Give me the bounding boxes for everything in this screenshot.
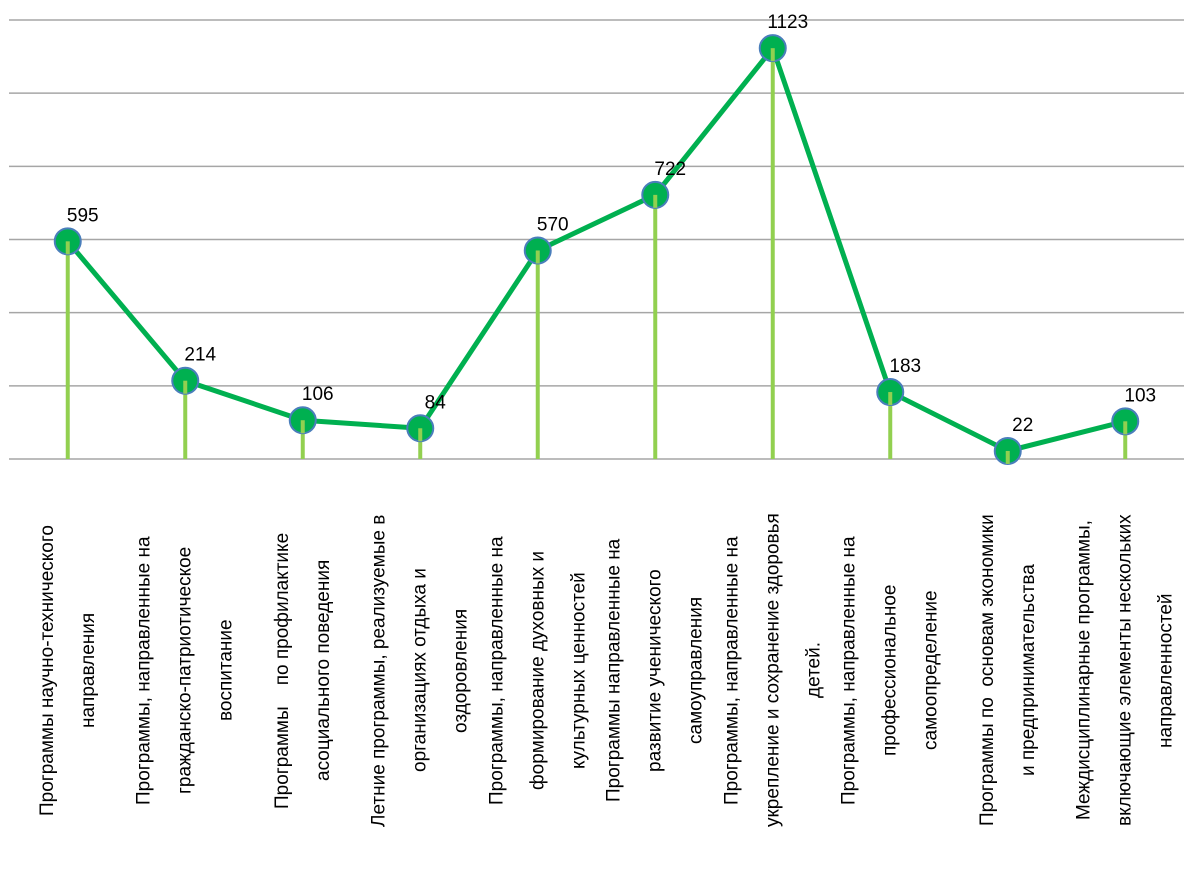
data-label: 595 xyxy=(67,205,99,226)
x-tick-label: Программы, направленные на гражданско-па… xyxy=(133,536,237,805)
data-label: 214 xyxy=(184,345,216,366)
data-label: 570 xyxy=(537,214,569,235)
data-label: 84 xyxy=(425,392,447,413)
data-label: 722 xyxy=(654,159,686,180)
line xyxy=(65,45,1126,454)
data-label: 106 xyxy=(302,384,334,405)
data-label: 103 xyxy=(1124,385,1156,406)
x-tick-label: Программы, направленные на формирование … xyxy=(486,536,590,805)
x-tick-label: Междисциплинарные программы, включающие … xyxy=(1073,514,1177,827)
x-tick-label: Летние программы, реализуемые в организа… xyxy=(368,514,472,827)
data-label: 22 xyxy=(1012,415,1033,436)
data-label: 183 xyxy=(889,356,921,377)
data-label: 1123 xyxy=(767,12,808,33)
x-tick-label: Программы, направленные на профессиональ… xyxy=(838,536,942,805)
x-tick-label: Программы научно-технического направлени… xyxy=(36,525,99,816)
x-tick-label: Программы по основам экономики и предпри… xyxy=(976,514,1039,827)
chart: 595 214 106 84 570 722 1123 183 22 103 xyxy=(9,12,1184,465)
x-tick-label: Программы направленные на развитие учени… xyxy=(603,538,707,803)
x-tick-label: Программы по профилактике асоциального п… xyxy=(271,532,334,809)
x-tick-label: Программы, направленные на укрепление и … xyxy=(721,513,825,828)
